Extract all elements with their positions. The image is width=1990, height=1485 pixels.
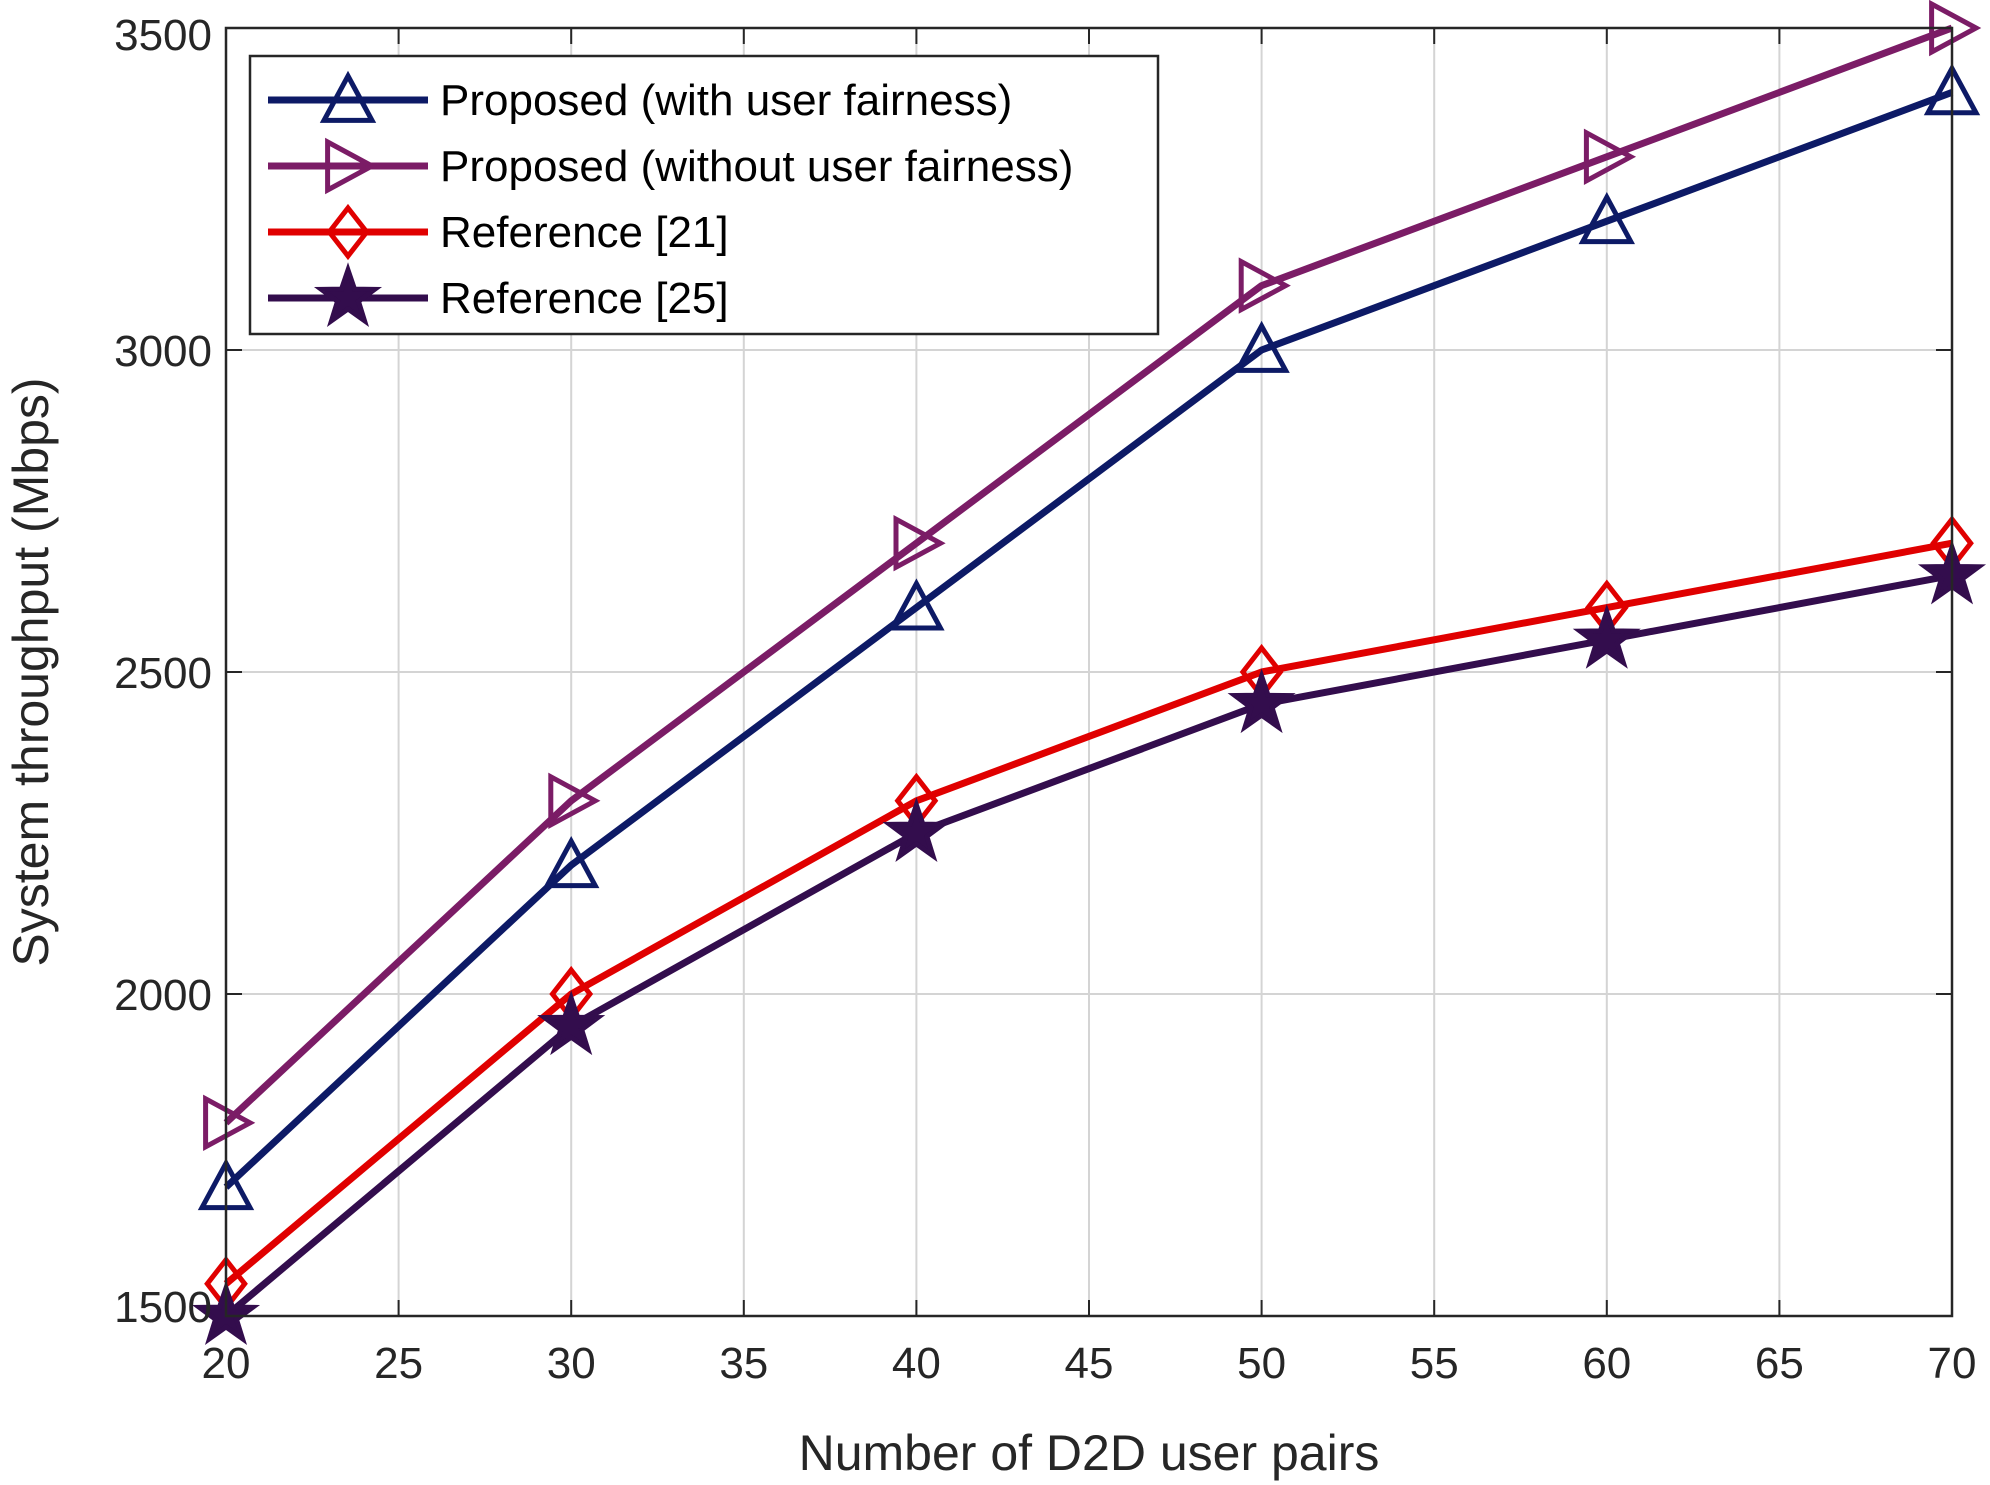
x-tick-label: 70 bbox=[1928, 1339, 1977, 1388]
x-tick-label: 65 bbox=[1755, 1339, 1804, 1388]
data-point bbox=[1238, 257, 1291, 314]
data-point bbox=[543, 835, 600, 889]
data-point bbox=[537, 990, 606, 1056]
series-layer bbox=[191, 0, 1987, 1345]
data-point bbox=[882, 797, 951, 862]
x-tick-label: 30 bbox=[547, 1339, 596, 1388]
y-tick-label: 2500 bbox=[114, 649, 212, 698]
legend-label: Proposed (with user fairness) bbox=[440, 76, 1012, 125]
x-tick-label: 20 bbox=[202, 1339, 251, 1388]
series-line bbox=[223, 89, 1954, 1190]
y-tick-label: 3500 bbox=[114, 11, 212, 60]
legend-marker bbox=[326, 203, 370, 261]
series-line bbox=[223, 571, 1953, 1319]
y-tick-label: 3000 bbox=[114, 327, 212, 376]
x-tick-label: 25 bbox=[374, 1339, 423, 1388]
legend: Proposed (with user fairness) Proposed (w… bbox=[248, 54, 1160, 336]
data-point bbox=[203, 1094, 256, 1151]
axis-ticks: 20 25 30 35 40 45 50 55 60 65 70 1500 2000 2500 3000 35… bbox=[114, 11, 1976, 1388]
data-point bbox=[548, 772, 601, 829]
series-1 bbox=[197, 63, 1981, 1211]
legend-label: Proposed (without user fairness) bbox=[440, 142, 1073, 191]
legend-item: Reference [25] bbox=[268, 262, 729, 327]
legend-marker bbox=[313, 262, 383, 327]
x-tick-label: 60 bbox=[1582, 1339, 1631, 1388]
x-tick-label: 35 bbox=[719, 1339, 768, 1388]
x-axis-label: Number of D2D user pairs bbox=[799, 1425, 1380, 1481]
data-point bbox=[1578, 191, 1635, 245]
y-tick-label: 1500 bbox=[114, 1283, 212, 1332]
series-line bbox=[223, 539, 1953, 1287]
legend-label: Reference [25] bbox=[440, 274, 729, 323]
series-line bbox=[223, 24, 1954, 1126]
data-point bbox=[888, 578, 945, 631]
y-axis-label: System throughput (Mbps) bbox=[3, 377, 59, 966]
data-point bbox=[1572, 604, 1641, 669]
legend-marker bbox=[319, 70, 377, 123]
x-tick-label: 40 bbox=[892, 1339, 941, 1388]
x-tick-label: 55 bbox=[1410, 1339, 1459, 1388]
legend-item: Reference [21] bbox=[268, 203, 729, 261]
data-point bbox=[1227, 668, 1296, 734]
x-tick-label: 45 bbox=[1065, 1339, 1114, 1388]
data-point bbox=[893, 515, 946, 572]
y-tick-label: 2000 bbox=[114, 971, 212, 1020]
data-point bbox=[1583, 128, 1637, 185]
x-tick-label: 50 bbox=[1237, 1339, 1286, 1388]
legend-label: Reference [21] bbox=[440, 208, 729, 257]
data-point bbox=[1233, 320, 1290, 373]
legend-item: Proposed (without user fairness) bbox=[268, 137, 1073, 195]
legend-item: Proposed (with user fairness) bbox=[268, 70, 1012, 125]
legend-marker bbox=[325, 137, 378, 195]
